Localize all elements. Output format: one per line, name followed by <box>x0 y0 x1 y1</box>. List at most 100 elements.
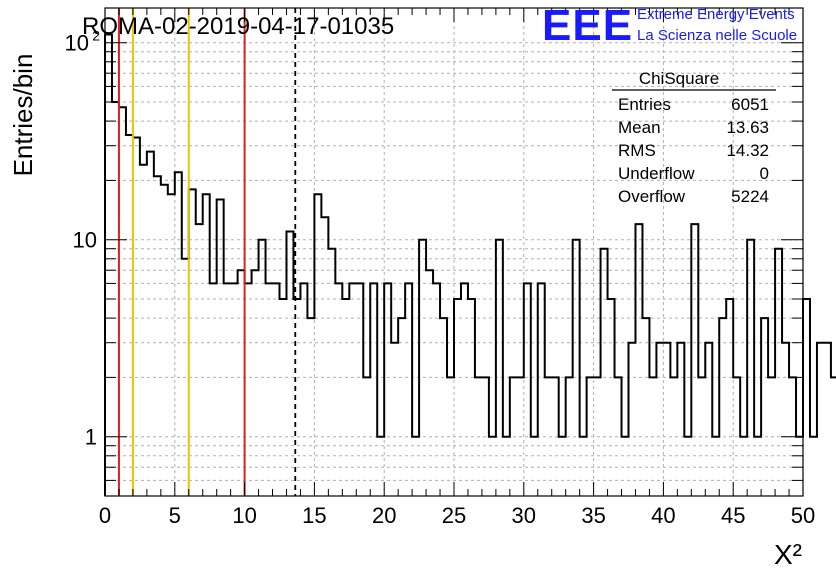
histogram-bin <box>224 283 231 496</box>
histogram-bin <box>747 240 754 496</box>
histogram-bin <box>733 377 740 496</box>
histogram-bin <box>768 377 775 496</box>
histogram-bin <box>335 283 342 496</box>
histogram-bin <box>601 249 608 496</box>
histogram-bin <box>280 299 287 496</box>
histogram-bin <box>608 299 615 496</box>
histogram-bin <box>231 283 238 496</box>
histogram-bin <box>510 377 517 496</box>
histogram-bin <box>629 343 636 496</box>
histogram-bin <box>433 283 440 496</box>
histogram-bin <box>622 437 629 496</box>
x-tick-label: 10 <box>232 503 256 528</box>
histogram-bin <box>831 377 836 496</box>
x-tick-label: 0 <box>99 503 111 528</box>
histogram-bin <box>419 240 426 496</box>
histogram-bin <box>370 283 377 496</box>
y-tick-label-exponent: 2 <box>92 28 100 44</box>
histogram-bin <box>475 377 482 496</box>
histogram-bin <box>454 299 461 496</box>
histogram-bin <box>670 377 677 496</box>
stats-value-underflow: 0 <box>760 164 769 183</box>
logo-line-2: La Scienza nelle Scuole <box>637 27 797 44</box>
histogram-bin <box>140 165 147 496</box>
run-title: ROMA-02-2019-04-17-01035 <box>82 13 394 40</box>
histogram-bin <box>447 377 454 496</box>
histogram-bin <box>573 240 580 496</box>
histogram-bin <box>356 283 363 496</box>
x-tick-label: 35 <box>581 503 605 528</box>
histogram-outline <box>104 33 836 496</box>
histogram-bin <box>580 437 587 496</box>
histogram-bin <box>566 377 573 496</box>
histogram-bin <box>412 437 419 496</box>
histogram-bin <box>761 318 768 496</box>
histogram-bin <box>782 343 789 496</box>
histogram-bin <box>705 343 712 496</box>
histogram-bin <box>384 283 391 496</box>
histogram-bin <box>342 299 349 496</box>
histogram-bin <box>119 107 126 496</box>
histogram-bin <box>168 194 175 496</box>
histogram-bin <box>307 318 314 496</box>
histogram-bin <box>314 194 321 496</box>
histogram-bin <box>210 283 217 496</box>
x-tick-label: 40 <box>651 503 675 528</box>
histogram-bin <box>217 199 224 496</box>
histogram-bin <box>649 377 656 496</box>
histogram-bin <box>587 377 594 496</box>
grid-layer <box>105 8 803 497</box>
histogram-bin <box>754 437 761 496</box>
histogram-bin <box>161 185 168 496</box>
histogram-bin <box>398 318 405 496</box>
histogram-bin <box>552 377 559 496</box>
histogram-bin <box>363 377 370 496</box>
eee-logo-icon: EEE <box>542 1 633 50</box>
y-tick-label: 10 <box>73 228 97 253</box>
x-tick-label: 25 <box>442 503 466 528</box>
histogram-bin <box>698 377 705 496</box>
histogram-bin <box>461 283 468 496</box>
histogram-bin <box>126 135 133 496</box>
stats-label-underflow: Underflow <box>618 164 695 183</box>
histogram-bin <box>189 189 196 496</box>
histogram-bin <box>496 240 503 496</box>
histogram-bin <box>349 283 356 496</box>
x-axis-label: X² <box>774 539 802 570</box>
x-tick-label: 5 <box>169 503 181 528</box>
histogram-bin <box>719 318 726 496</box>
histogram-bin <box>238 270 245 496</box>
histogram-bin <box>517 377 524 496</box>
histogram-bin <box>154 176 161 496</box>
histogram-bin <box>105 35 112 496</box>
histogram-bin <box>259 240 266 496</box>
histogram-bin <box>691 224 698 496</box>
y-tick-label: 1 <box>85 425 97 450</box>
histogram-bin <box>677 343 684 496</box>
histogram-bin <box>503 437 510 496</box>
histogram-bin <box>252 270 259 496</box>
histogram-bin <box>147 152 154 496</box>
histogram-bin <box>321 217 328 496</box>
histogram-bin <box>133 138 140 496</box>
histogram-bin <box>182 259 189 496</box>
histogram-bin <box>468 299 475 496</box>
x-tick-label: 30 <box>512 503 536 528</box>
histogram-bin <box>726 299 733 496</box>
histogram-bin <box>266 283 273 496</box>
stats-value-overflow: 5224 <box>731 187 769 206</box>
histogram-bin <box>245 283 252 496</box>
histogram-bin <box>196 224 203 496</box>
histogram-bin <box>684 437 691 496</box>
histogram-bin <box>328 249 335 496</box>
histogram-bin <box>203 194 210 496</box>
histogram-bin <box>482 377 489 496</box>
histogram-bin <box>559 437 566 496</box>
x-tick-label: 50 <box>791 503 815 528</box>
y-tick-label: 10 <box>65 31 89 56</box>
stats-value-entries: 6051 <box>731 95 769 114</box>
histogram-bin <box>545 377 552 496</box>
histogram-bin <box>817 343 824 496</box>
histogram-bin <box>440 318 447 496</box>
